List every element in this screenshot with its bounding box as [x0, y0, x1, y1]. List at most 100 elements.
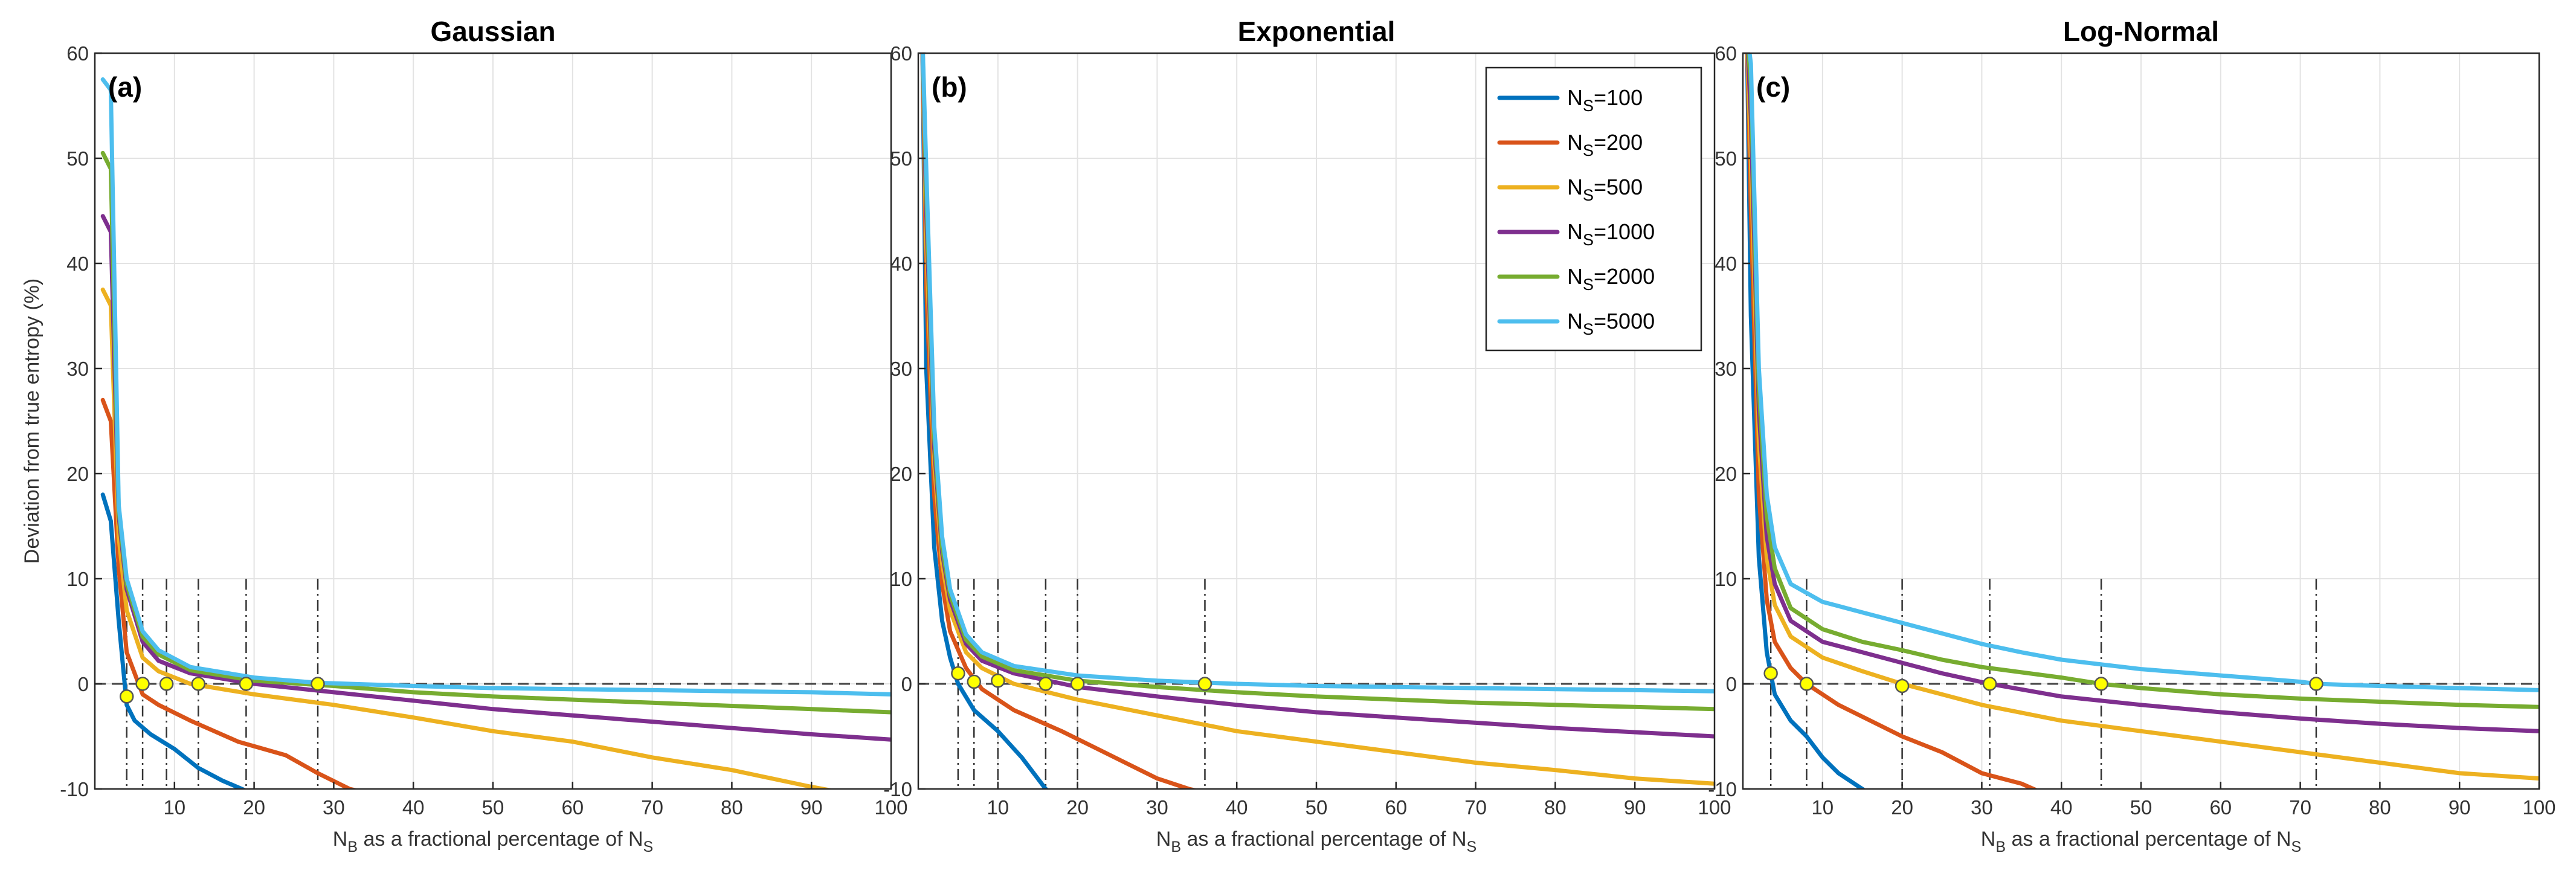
y-tick-label: 0 — [901, 673, 912, 695]
x-axis-label-middle: as a fractional percentage of N — [1181, 828, 1467, 851]
y-tick-label: 0 — [78, 673, 89, 695]
x-axis-label-sub: S — [1467, 839, 1477, 855]
optimal-marker — [2094, 677, 2108, 691]
optimal-marker — [159, 677, 174, 691]
optimal-marker — [119, 689, 134, 704]
legend-label-sub: S — [1583, 141, 1594, 159]
legend-label: NS=2000 — [1567, 264, 1655, 294]
y-tick-label: -10 — [60, 778, 89, 800]
x-axis-label-sub: S — [643, 839, 654, 855]
series-line — [920, 53, 1199, 789]
y-tick-label: 10 — [1715, 568, 1737, 590]
y-tick-label: 20 — [66, 463, 89, 485]
panel-label: (b) — [932, 71, 967, 103]
x-tick-label: 80 — [2369, 796, 2391, 819]
x-axis-label-sub: B — [1171, 839, 1181, 855]
legend-label-sub: S — [1583, 320, 1594, 338]
optimal-marker — [967, 674, 982, 689]
y-tick-label: 10 — [890, 568, 912, 590]
y-tick-label: 30 — [890, 358, 912, 380]
legend-label-suffix: =1000 — [1594, 219, 1655, 244]
legend-label-suffix: =200 — [1594, 130, 1643, 155]
x-tick-label: 20 — [1066, 796, 1089, 819]
optimal-marker — [1895, 678, 1910, 694]
x-tick-label: 100 — [874, 796, 907, 819]
panel-0: 10 20 30 40 50 60 70 80 90 100 -10 0 10 20 30 40 50 60 Gau… — [21, 16, 908, 855]
x-tick-label: 20 — [243, 796, 265, 819]
legend-label-main: N — [1567, 175, 1583, 199]
x-tick-label: 60 — [561, 796, 584, 819]
x-tick-label: 50 — [1306, 796, 1328, 819]
panel-2: 10 20 30 40 50 60 70 80 90 100 -10 0 10 20 30 40 50 60 Log… — [1708, 16, 2555, 855]
optimal-marker — [135, 677, 150, 691]
series-line — [921, 53, 1715, 694]
series-line — [1745, 53, 2039, 789]
y-tick-label: 60 — [66, 42, 89, 65]
x-axis-label-middle: as a fractional percentage of N — [358, 828, 643, 851]
y-tick-label: 50 — [1715, 147, 1737, 170]
x-tick-label: 40 — [1226, 796, 1248, 819]
x-tick-label: 40 — [2050, 796, 2073, 819]
x-tick-label: 30 — [1146, 796, 1168, 819]
optimal-marker — [951, 666, 965, 681]
x-tick-label: 30 — [323, 796, 345, 819]
y-tick-label: 60 — [890, 42, 912, 65]
y-axis-label: Deviation from true entropy (%) — [21, 278, 43, 564]
x-tick-label: 30 — [1971, 796, 1993, 819]
panel-label: (c) — [1756, 71, 1790, 103]
y-tick-label: 50 — [66, 147, 89, 170]
x-tick-label: 60 — [1385, 796, 1407, 819]
x-tick-label: 100 — [2522, 796, 2555, 819]
x-axis-label-main: N — [333, 828, 348, 851]
y-tick-label: 40 — [1715, 253, 1737, 275]
series-line — [1745, 53, 1867, 789]
x-tick-label: 50 — [482, 796, 504, 819]
x-axis-label-sub: B — [347, 839, 358, 855]
y-tick-label: 0 — [1726, 673, 1737, 695]
x-axis-label-main: N — [1981, 828, 1996, 851]
series-line — [100, 77, 891, 697]
x-tick-label: 40 — [402, 796, 425, 819]
y-tick-label: -10 — [1708, 778, 1737, 800]
legend-label-suffix: =2000 — [1594, 264, 1655, 289]
legend-label-suffix: =5000 — [1594, 309, 1655, 333]
y-tick-label: 20 — [1715, 463, 1737, 485]
x-tick-label: 90 — [800, 796, 823, 819]
optimal-marker — [2309, 677, 2323, 691]
x-axis-label-middle: as a fractional percentage of N — [2006, 828, 2291, 851]
legend-label-suffix: =100 — [1594, 85, 1643, 110]
y-tick-label: 20 — [890, 463, 912, 485]
legend-label-main: N — [1567, 219, 1583, 244]
series-line — [920, 53, 1050, 789]
legend-label-main: N — [1567, 85, 1583, 110]
legend-label-sub: S — [1583, 186, 1594, 204]
x-tick-label: 10 — [987, 796, 1009, 819]
x-tick-label: 90 — [1624, 796, 1646, 819]
optimal-marker — [1763, 666, 1778, 681]
x-axis-label-main: N — [1156, 828, 1171, 851]
y-tick-label: -10 — [883, 778, 912, 800]
optimal-marker — [1070, 677, 1085, 691]
x-tick-label: 10 — [163, 796, 185, 819]
optimal-marker — [239, 677, 254, 691]
x-tick-label: 70 — [2289, 796, 2311, 819]
x-axis-label: NB as a fractional percentage of NS — [1156, 828, 1476, 855]
optimal-marker — [1982, 677, 1997, 691]
series-line — [100, 288, 835, 789]
x-axis-label: NB as a fractional percentage of NS — [1981, 828, 2301, 855]
x-tick-label: 60 — [2209, 796, 2232, 819]
series-group — [1745, 53, 2539, 789]
x-tick-label: 80 — [1544, 796, 1567, 819]
y-tick-label: 40 — [890, 253, 912, 275]
legend-label: NS=200 — [1567, 130, 1643, 159]
legend-label-main: N — [1567, 264, 1583, 289]
optimal-marker — [191, 677, 206, 691]
x-tick-label: 50 — [2130, 796, 2153, 819]
series-line — [1746, 53, 2539, 709]
legend-label-suffix: =500 — [1594, 175, 1643, 199]
x-tick-label: 70 — [1464, 796, 1487, 819]
y-tick-label: 40 — [66, 253, 89, 275]
x-axis-label-sub: S — [2291, 839, 2302, 855]
optimal-marker — [1799, 677, 1814, 691]
